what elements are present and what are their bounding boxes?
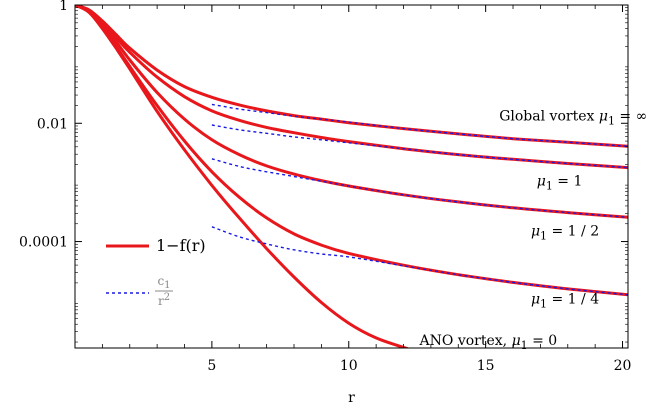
ticks-layer: 5 10 15 20 1 0.01 0.0001 — [19, 0, 631, 374]
annotation-mu_quarter: μ1 = 1 / 4 — [531, 292, 599, 311]
legend-solid-label: 1−f(r) — [156, 236, 206, 255]
x-tick-label-5: 5 — [207, 358, 216, 374]
annotation-ano: ANO vortex, μ1 = 0 — [419, 333, 558, 352]
dashed-series-5 — [211, 103, 628, 147]
annotation-mu1: μ1 = 1 — [537, 173, 583, 192]
solid-series-4 — [75, 5, 411, 348]
dashed-series-6 — [211, 124, 628, 169]
dashed-series-8 — [211, 226, 628, 296]
x-tick-label-15: 15 — [477, 358, 495, 374]
plot-frame — [74, 4, 629, 349]
series-layer — [75, 5, 628, 348]
y-tick-label-0: 1 — [59, 0, 68, 14]
legend-dashed-numerator: c1 — [157, 274, 170, 291]
annotation-mu_half: μ1 = 1 / 2 — [531, 224, 599, 243]
dashed-series-7 — [211, 158, 628, 218]
y-tick-label-2: 0.0001 — [19, 235, 68, 251]
x-tick-label-10: 10 — [340, 358, 358, 374]
annotation-layer: Global vortex μ1 = ∞ μ1 = 1 μ1 = 1 / 2 μ1 =… — [419, 108, 648, 352]
x-tick-label-20: 20 — [614, 358, 632, 374]
x-axis-label: r — [348, 390, 355, 406]
annotation-global: Global vortex μ1 = ∞ — [499, 108, 647, 127]
y-tick-label-1: 0.01 — [37, 116, 68, 132]
legend-dashed-denominator: r2 — [158, 292, 170, 308]
